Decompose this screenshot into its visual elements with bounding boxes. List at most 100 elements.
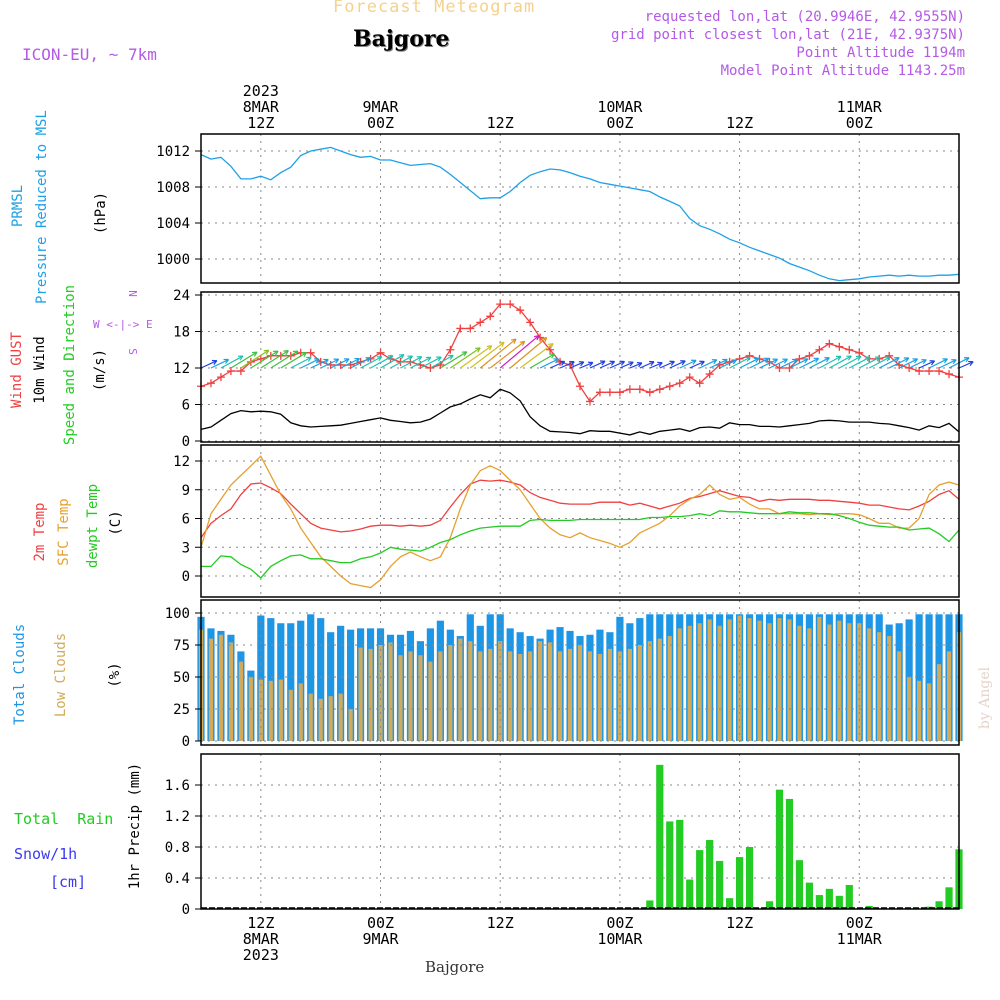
wind-arrow-head — [553, 358, 559, 364]
rain-bar — [686, 879, 694, 909]
low-clouds-bar — [228, 642, 234, 741]
wind-arrow — [938, 359, 957, 369]
low-clouds-bar — [547, 642, 553, 741]
wind-gust-label: Wind GUST — [9, 332, 25, 408]
wind-arrow-head — [599, 360, 606, 366]
y-tick-label: 25 — [173, 702, 190, 718]
gust-marker — [236, 367, 245, 376]
gust-marker — [546, 345, 555, 354]
low-clouds-bar — [797, 625, 802, 741]
low-clouds-bar — [448, 645, 453, 741]
wind-arrow — [699, 359, 718, 369]
wind-speed-dir-label: Speed and Direction — [62, 284, 78, 446]
wind-arrow — [918, 360, 935, 369]
wind-arrow — [489, 340, 525, 369]
low-clouds-bar — [936, 664, 942, 741]
line-layer — [197, 146, 974, 909]
temp-2m-label: 2m Temp — [32, 502, 48, 562]
y-tick-label: 0 — [182, 569, 190, 585]
y-tick-label: 0 — [182, 902, 190, 918]
wind-arrow-head — [541, 337, 548, 343]
rain-bar — [666, 821, 674, 909]
low-clouds-bar — [917, 680, 922, 741]
gust-marker — [306, 348, 315, 357]
rain-bar — [706, 840, 714, 909]
footer-location: Bajgore — [425, 958, 485, 976]
wind-arrow — [888, 357, 910, 369]
wind-arrow — [659, 360, 675, 369]
temp-sfc-line — [200, 455, 960, 589]
wind-arrow — [589, 360, 606, 369]
wind-arrow-head — [587, 361, 594, 367]
wind-arrow — [689, 360, 705, 369]
wind-arrow-head — [533, 334, 540, 341]
gust-marker — [835, 342, 844, 351]
wind-arrow — [260, 350, 289, 369]
wind-arrow — [290, 356, 312, 369]
wind-arrow — [819, 355, 842, 369]
wind-arrow — [459, 345, 493, 369]
rain-bar — [785, 798, 794, 909]
wind-arrow-head — [875, 356, 881, 362]
gust-marker — [695, 379, 704, 388]
rain-bar — [805, 882, 813, 909]
low-clouds-bar — [418, 655, 423, 741]
y-tick-label: 12 — [173, 361, 190, 377]
total-clouds-bar — [307, 614, 315, 741]
wind-arrow-head — [499, 341, 505, 348]
wind-arrow-head — [416, 356, 423, 362]
wind-arrow-head — [251, 351, 258, 357]
low-clouds-bar — [867, 628, 872, 741]
snow-label: Snow/1h — [14, 845, 78, 863]
low-clouds-bar — [747, 618, 752, 741]
wind-arrow-head — [548, 343, 554, 349]
gust-marker — [785, 364, 794, 372]
wind-arrow-head — [510, 338, 517, 344]
wind-arrow-head — [292, 350, 299, 356]
wind-arrow-head — [461, 351, 468, 357]
wind-arrow-head — [865, 356, 871, 362]
bottom-time-label: 00Z — [846, 914, 873, 932]
wind-arrow-head — [628, 361, 634, 367]
y-tick-label: 6 — [182, 512, 190, 528]
wind-arrow — [499, 335, 540, 369]
gust-marker — [466, 324, 475, 333]
gust-marker — [615, 388, 624, 397]
gust-marker — [595, 388, 604, 397]
low-clouds-bar — [707, 619, 712, 741]
wind-arrow — [300, 358, 320, 369]
compass-we: W <-|-> E — [93, 318, 153, 331]
pressure-label-msl: Pressure Reduced to MSL — [34, 110, 50, 304]
precip-axis-label: 1hr Precip (mm) — [127, 762, 143, 890]
low-clouds-bar — [857, 623, 862, 741]
wind-arrow — [679, 359, 697, 369]
bottom-time-label: 11MAR — [837, 930, 883, 948]
top-time-label: 12Z — [726, 114, 753, 132]
wind-arrow — [709, 358, 728, 369]
wind-arrow — [739, 357, 760, 369]
clouds-unit: (%) — [107, 662, 123, 688]
low-clouds-bar — [777, 618, 782, 741]
low-clouds-bar — [577, 645, 583, 741]
model-altitude: Model Point Altitude 1143.25m — [720, 63, 965, 79]
wind-arrow — [789, 358, 809, 369]
wind-arrow — [958, 361, 974, 369]
wind-arrow — [849, 356, 871, 369]
wind-arrow-head — [549, 353, 555, 359]
compass-s: S — [125, 348, 139, 355]
pressure-label-prmsl: PRMSL — [10, 184, 26, 228]
wind-arrow-head — [699, 360, 705, 366]
wind-arrow-head — [448, 354, 454, 360]
gust-marker — [815, 345, 824, 354]
top-time-label: 12Z — [247, 114, 274, 132]
gust-marker — [206, 379, 215, 388]
y-tick-label: 9 — [182, 483, 190, 499]
top-time-label: 12Z — [487, 114, 514, 132]
total-clouds-bar — [327, 632, 335, 741]
wind-arrow-head — [486, 345, 493, 351]
rain-bar — [815, 895, 823, 909]
low-clouds-bar — [727, 619, 732, 741]
low-clouds-bar — [338, 693, 343, 741]
wind-arrow — [579, 361, 594, 369]
gust-marker — [825, 339, 834, 348]
